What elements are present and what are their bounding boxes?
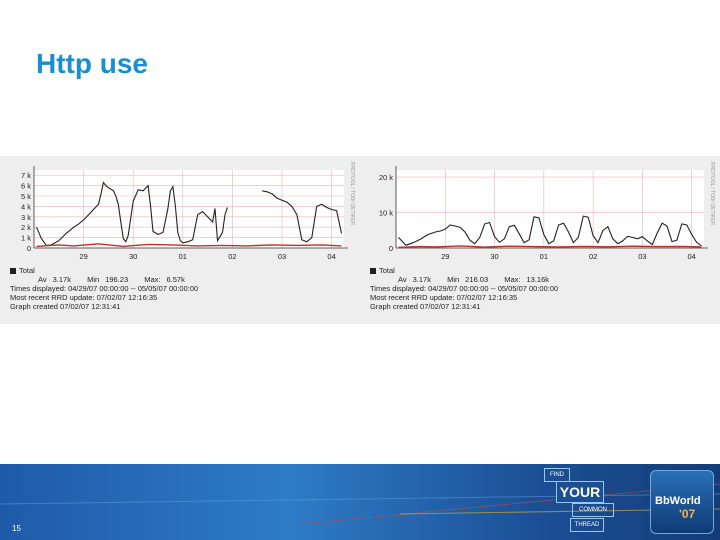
graph-legend: Total Av 3.17k Min 216.03 Max: 13.16k Times…: [370, 266, 563, 311]
stat-min: Min 216.03: [447, 275, 488, 284]
legend-stats: Av 3.17k Min 196.23 Max: 6.57k: [38, 275, 199, 284]
x-tick-label: 29: [441, 252, 449, 261]
logo-word-thread: THREAD: [570, 518, 604, 532]
y-tick-label: 0: [27, 244, 31, 253]
rrdtool-watermark: RRDTOOL / TOBI OETIKER: [709, 162, 715, 226]
bbworld-logo-year: '07: [679, 507, 696, 521]
info-last-update: Most recent RRD update: 07/02/07 12:16:3…: [10, 293, 158, 302]
x-tick-label: 30: [129, 252, 137, 261]
x-tick-label: 02: [589, 252, 597, 261]
stat-max-label: Max:: [144, 275, 161, 284]
stat-min-value: 216.03: [465, 275, 489, 284]
legend-label: Total: [19, 266, 35, 275]
info-created: Graph created 07/02/07 12:31:41: [10, 302, 121, 311]
y-tick-label: 5 k: [21, 192, 31, 201]
legend-entry-total: Total: [10, 266, 199, 275]
y-tick-label: 20 k: [379, 173, 393, 182]
plot-area: [396, 170, 704, 248]
stat-min-label: Min: [87, 275, 100, 284]
stat-max: Max: 13.16k: [504, 275, 549, 284]
series-line-secondary: [398, 245, 702, 248]
x-tick-label: 29: [79, 252, 87, 261]
legend-entry-total: Total: [370, 266, 563, 275]
bbworld-logo: BbWorld '07: [650, 470, 714, 534]
stat-max-value: 13.16k: [526, 275, 550, 284]
y-tick-label: 4 k: [21, 202, 31, 211]
x-tick-label: 01: [179, 252, 187, 261]
info-times: Times displayed: 04/29/07 00:00:00 -- 05…: [370, 284, 559, 293]
series-line-total: [35, 181, 343, 246]
logo-word-common: COMMON: [572, 503, 614, 517]
logo-word-find: FIND: [544, 468, 570, 482]
x-tick-label: 03: [278, 252, 286, 261]
rrd-graph-right-svg: 20 k 10 k 0 29 30 01 02 03 04 RRDTOOL / TOBI OETI…: [379, 162, 715, 261]
x-tick-label: 04: [327, 252, 335, 261]
plot-area: [34, 170, 344, 248]
bbworld-logo-text: BbWorld: [655, 495, 701, 507]
y-tick-label: 6 k: [21, 182, 31, 191]
legend-stats: Av 3.17k Min 216.03 Max: 13.16k: [398, 275, 563, 284]
stat-max: Max: 6.57k: [144, 275, 185, 284]
footer-banner: FIND YOUR COMMON THREAD BbWorld '07 15: [0, 464, 720, 540]
info-times: Times displayed: 04/29/07 00:00:00 -- 05…: [10, 284, 199, 293]
y-tick-label: 7 k: [21, 171, 31, 180]
stat-av: Av 3.17k: [38, 275, 71, 284]
stat-av: Av 3.17k: [398, 275, 431, 284]
rrdtool-watermark: RRDTOOL / TOBI OETIKER: [349, 162, 355, 226]
series-line-total: [398, 215, 702, 247]
footer-streaks: [0, 483, 720, 525]
x-tick-label: 30: [490, 252, 498, 261]
stat-av-value: 3.17k: [412, 275, 431, 284]
y-tick-label: 10 k: [379, 209, 393, 218]
series-line-secondary: [36, 243, 342, 248]
info-created: Graph created 07/02/07 12:31:41: [370, 302, 481, 311]
stat-max-value: 6.57k: [166, 275, 185, 284]
stat-min-value: 196.23: [105, 275, 129, 284]
stat-av-value: 3.17k: [52, 275, 71, 284]
stat-av-label: Av: [398, 275, 407, 284]
stat-min-label: Min: [447, 275, 460, 284]
x-tick-label: 04: [688, 252, 696, 261]
x-tick-label: 01: [540, 252, 548, 261]
y-tick-label: 2 k: [21, 223, 31, 232]
x-tick-label: 03: [638, 252, 646, 261]
y-tick-label: 0: [389, 244, 393, 253]
rrd-graph-right: 20 k 10 k 0 29 30 01 02 03 04 RRDTOOL / TOBI OETI…: [362, 156, 718, 324]
graph-legend: Total Av 3.17k Min 196.23 Max: 6.57k Times …: [10, 266, 199, 311]
legend-swatch: [10, 268, 16, 275]
x-tick-label: 02: [228, 252, 236, 261]
y-tick-label: 1 k: [21, 234, 31, 243]
legend-swatch: [370, 268, 376, 275]
info-last-update: Most recent RRD update: 07/02/07 12:16:3…: [370, 293, 518, 302]
stat-max-label: Max:: [504, 275, 521, 284]
logo-word-your: YOUR: [556, 481, 604, 503]
y-tick-label: 3 k: [21, 213, 31, 222]
stat-av-label: Av: [38, 275, 47, 284]
slide-title: Http use: [36, 48, 148, 79]
stat-min: Min 196.23: [87, 275, 128, 284]
legend-label: Total: [379, 266, 395, 275]
page-number: 15: [12, 524, 21, 533]
rrd-graph-left-svg: 7 k 6 k5 k4 k 3 k2 k 1 k0 29 30 01 02 03 04 RRDTOO…: [21, 162, 355, 261]
